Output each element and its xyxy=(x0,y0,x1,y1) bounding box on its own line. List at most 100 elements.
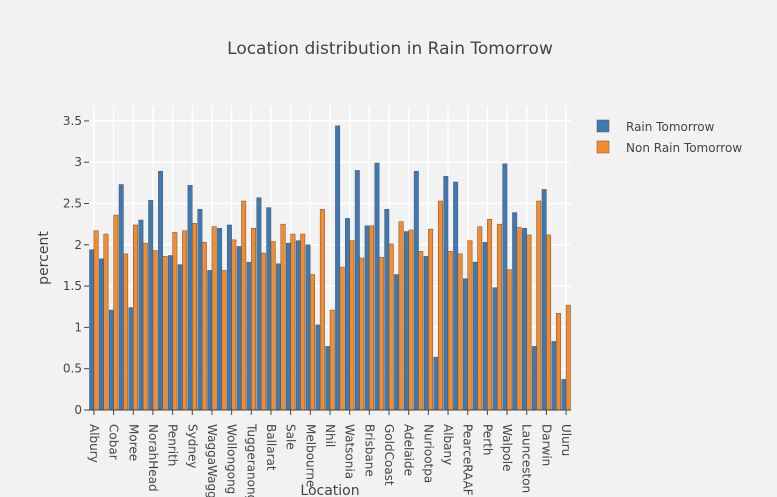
bar-rain-tomorrow[interactable] xyxy=(531,346,537,411)
bar-rain-tomorrow[interactable] xyxy=(197,209,203,411)
bar-non-rain-tomorrow[interactable] xyxy=(378,256,384,411)
bar-rain-tomorrow[interactable] xyxy=(551,341,557,411)
bar-rain-tomorrow[interactable] xyxy=(158,171,164,411)
bar-non-rain-tomorrow[interactable] xyxy=(369,225,375,411)
bar-non-rain-tomorrow[interactable] xyxy=(310,274,316,411)
bar-rain-tomorrow[interactable] xyxy=(285,242,291,411)
bar-rain-tomorrow[interactable] xyxy=(463,278,468,411)
bar-rain-tomorrow[interactable] xyxy=(118,184,124,411)
bar-non-rain-tomorrow[interactable] xyxy=(211,226,217,411)
bar-rain-tomorrow[interactable] xyxy=(335,125,341,411)
bar-non-rain-tomorrow[interactable] xyxy=(447,251,453,411)
bar-rain-tomorrow[interactable] xyxy=(217,228,223,411)
bar-rain-tomorrow[interactable] xyxy=(236,246,242,411)
bar-non-rain-tomorrow[interactable] xyxy=(93,230,99,411)
bar-non-rain-tomorrow[interactable] xyxy=(231,239,237,411)
bar-rain-tomorrow[interactable] xyxy=(384,209,390,411)
bar-rain-tomorrow[interactable] xyxy=(433,356,439,411)
bar-non-rain-tomorrow[interactable] xyxy=(506,269,512,411)
bar-non-rain-tomorrow[interactable] xyxy=(133,224,138,411)
bar-non-rain-tomorrow[interactable] xyxy=(457,253,463,411)
bar-non-rain-tomorrow[interactable] xyxy=(359,257,365,411)
bar-non-rain-tomorrow[interactable] xyxy=(546,234,552,411)
bar-non-rain-tomorrow[interactable] xyxy=(142,242,148,411)
bar-non-rain-tomorrow[interactable] xyxy=(103,233,109,411)
bar-non-rain-tomorrow[interactable] xyxy=(526,234,532,411)
bar-rain-tomorrow[interactable] xyxy=(256,197,262,411)
bar-non-rain-tomorrow[interactable] xyxy=(516,227,522,411)
bar-rain-tomorrow[interactable] xyxy=(305,244,311,411)
bar-rain-tomorrow[interactable] xyxy=(266,207,272,411)
bar-rain-tomorrow[interactable] xyxy=(374,162,380,411)
bar-non-rain-tomorrow[interactable] xyxy=(418,251,424,411)
bar-non-rain-tomorrow[interactable] xyxy=(388,243,394,411)
bar-rain-tomorrow[interactable] xyxy=(177,264,183,411)
bar-rain-tomorrow[interactable] xyxy=(315,324,321,411)
bar-rain-tomorrow[interactable] xyxy=(482,242,488,411)
bar-rain-tomorrow[interactable] xyxy=(246,261,252,411)
bar-non-rain-tomorrow[interactable] xyxy=(477,226,483,411)
legend-item-rain-tomorrow[interactable]: Rain Tomorrow xyxy=(596,119,715,134)
bar-non-rain-tomorrow[interactable] xyxy=(349,240,355,411)
bar-rain-tomorrow[interactable] xyxy=(108,309,114,411)
bar-rain-tomorrow[interactable] xyxy=(148,199,154,411)
bar-non-rain-tomorrow[interactable] xyxy=(437,200,443,411)
bar-non-rain-tomorrow[interactable] xyxy=(496,223,502,411)
bar-rain-tomorrow[interactable] xyxy=(226,224,232,411)
bar-rain-tomorrow[interactable] xyxy=(128,307,134,411)
bar-rain-tomorrow[interactable] xyxy=(423,256,429,411)
bar-rain-tomorrow[interactable] xyxy=(472,261,478,411)
bar-non-rain-tomorrow[interactable] xyxy=(428,228,434,411)
legend-item-non-rain-tomorrow[interactable]: Non Rain Tomorrow xyxy=(596,140,742,155)
bar-non-rain-tomorrow[interactable] xyxy=(270,241,276,411)
bar-rain-tomorrow[interactable] xyxy=(187,185,193,411)
bar-rain-tomorrow[interactable] xyxy=(404,231,409,411)
bar-rain-tomorrow[interactable] xyxy=(276,263,282,411)
bar-rain-tomorrow[interactable] xyxy=(364,225,370,411)
bar-rain-tomorrow[interactable] xyxy=(561,379,567,411)
bar-rain-tomorrow[interactable] xyxy=(138,219,144,411)
bar-rain-tomorrow[interactable] xyxy=(394,274,400,411)
bar-non-rain-tomorrow[interactable] xyxy=(487,218,493,411)
bar-rain-tomorrow[interactable] xyxy=(541,189,547,411)
bar-rain-tomorrow[interactable] xyxy=(502,163,508,411)
bar-non-rain-tomorrow[interactable] xyxy=(260,252,266,411)
bar-rain-tomorrow[interactable] xyxy=(207,270,213,411)
bar-non-rain-tomorrow[interactable] xyxy=(172,232,178,411)
bar-rain-tomorrow[interactable] xyxy=(443,175,449,411)
bar-non-rain-tomorrow[interactable] xyxy=(152,250,158,411)
bar-non-rain-tomorrow[interactable] xyxy=(339,266,345,411)
bar-non-rain-tomorrow[interactable] xyxy=(536,200,542,411)
bar-non-rain-tomorrow[interactable] xyxy=(280,223,286,411)
bar-non-rain-tomorrow[interactable] xyxy=(555,313,561,411)
bar-non-rain-tomorrow[interactable] xyxy=(408,229,414,411)
bar-non-rain-tomorrow[interactable] xyxy=(467,240,473,411)
bar-rain-tomorrow[interactable] xyxy=(453,181,459,411)
bar-non-rain-tomorrow[interactable] xyxy=(329,309,335,411)
bar-non-rain-tomorrow[interactable] xyxy=(300,233,306,411)
bar-rain-tomorrow[interactable] xyxy=(354,170,360,411)
bar-non-rain-tomorrow[interactable] xyxy=(319,209,325,411)
bar-rain-tomorrow[interactable] xyxy=(413,171,419,411)
bar-rain-tomorrow[interactable] xyxy=(89,249,95,411)
bar-rain-tomorrow[interactable] xyxy=(512,212,518,411)
bar-rain-tomorrow[interactable] xyxy=(99,258,105,411)
bar-non-rain-tomorrow[interactable] xyxy=(398,221,404,411)
bar-non-rain-tomorrow[interactable] xyxy=(241,200,247,411)
bar-non-rain-tomorrow[interactable] xyxy=(201,242,207,411)
bar-non-rain-tomorrow[interactable] xyxy=(192,223,197,411)
bar-rain-tomorrow[interactable] xyxy=(295,240,301,411)
bar-non-rain-tomorrow[interactable] xyxy=(221,270,227,411)
bar-rain-tomorrow[interactable] xyxy=(167,255,173,411)
bar-non-rain-tomorrow[interactable] xyxy=(123,253,129,411)
bar-non-rain-tomorrow[interactable] xyxy=(162,256,168,411)
bar-non-rain-tomorrow[interactable] xyxy=(113,214,119,411)
bar-rain-tomorrow[interactable] xyxy=(325,346,331,411)
bar-non-rain-tomorrow[interactable] xyxy=(251,228,256,411)
bar-rain-tomorrow[interactable] xyxy=(492,287,498,411)
bar-non-rain-tomorrow[interactable] xyxy=(182,230,188,411)
bar-rain-tomorrow[interactable] xyxy=(344,218,350,411)
bar-non-rain-tomorrow[interactable] xyxy=(290,233,296,411)
bar-rain-tomorrow[interactable] xyxy=(522,228,527,411)
bar-non-rain-tomorrow[interactable] xyxy=(565,304,571,411)
